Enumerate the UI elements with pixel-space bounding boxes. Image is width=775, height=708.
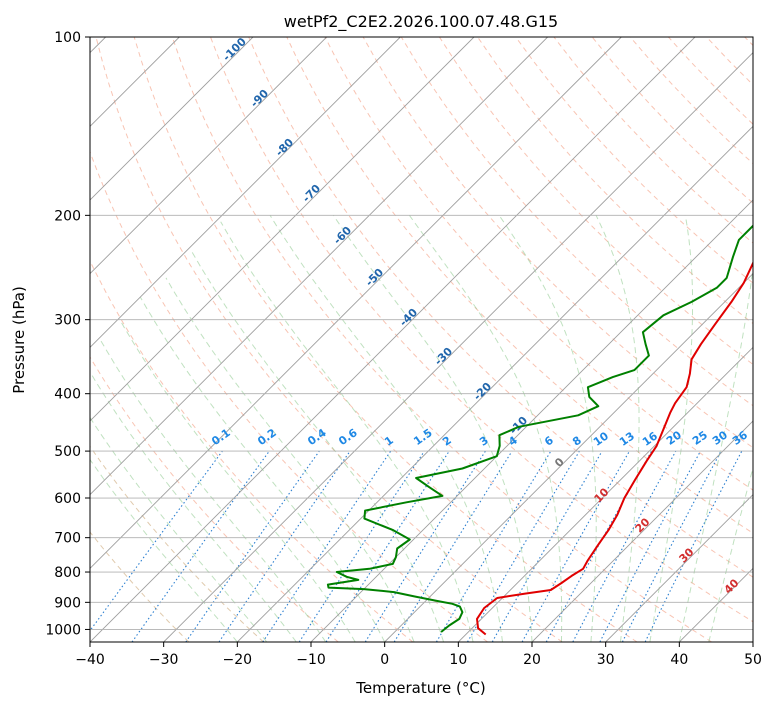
dry-adiabat [400,37,753,407]
y-tick-label: 400 [54,387,81,403]
dry-adiabat [438,37,753,366]
chart-title: wetPf2_C2E2.2026.100.07.48.G15 [284,12,558,32]
y-tick-label: 300 [54,313,81,329]
isotherm-line [458,346,753,642]
x-tick-label: 30 [597,652,615,668]
dry-adiabat [515,37,753,284]
isotherm-line [90,37,696,642]
mixing-ratio-line [325,450,450,642]
mixing-ratio-line [218,450,351,642]
dry-adiabat [171,37,712,642]
moist-adiabat [332,215,533,642]
y-tick-label: 200 [54,208,81,224]
moist-adiabat [220,221,474,642]
isotherm-line [90,37,548,496]
profiles [326,224,753,636]
y-tick-label: 500 [54,444,81,460]
moist-adiabat [90,416,268,642]
mixing-ratio-line [298,450,425,642]
x-tick-label: 10 [449,652,467,668]
mixing-ratio-line [131,450,270,642]
dry-adiabat [95,37,563,642]
dry-adiabat [90,531,190,642]
mixing-ratio-line [185,450,320,642]
mixing-ratio-line [644,450,743,642]
x-tick-label: −10 [296,652,326,668]
dry-adiabat [90,356,339,642]
isotherm-line [531,420,753,642]
dry-adiabat [248,37,753,578]
moist-adiabat [649,215,694,642]
mixing-ratio-line [393,450,513,642]
isotherm-line [90,37,475,422]
x-tick-label: 40 [670,652,688,668]
mixing-ratio-line [572,450,677,642]
isotherm-line [90,37,622,569]
moist-adiabat [678,264,753,642]
moist-adiabat [408,215,563,642]
mixing-ratio-line [90,450,223,632]
y-tick-label: 800 [54,565,81,581]
x-tick-label: −30 [149,652,179,668]
y-tick-label: 900 [54,595,81,611]
plot-frame [89,36,754,643]
isotherm-line [90,37,254,201]
moist-adiabat [191,251,445,642]
moist-adiabat [595,215,640,642]
moist-adiabat [165,277,415,642]
x-tick-label: −20 [223,652,253,668]
y-axis-title: Pressure (hPa) [10,286,28,394]
y-tick-label: 1000 [45,622,81,638]
temperature-profile-line [476,260,753,636]
moist-adiabat [269,215,503,642]
x-tick-label: 20 [523,652,541,668]
x-tick-label: −40 [75,652,105,668]
y-tick-label: 100 [54,30,81,46]
pressure-gridlines [90,37,753,630]
dry-adiabat [133,37,638,642]
isotherm-line [605,494,753,642]
plot-area: -100-90-80-70-60-50-40-30-20-100.1 0.2 0.4… [90,37,753,642]
x-axis-title: Temperature (°C) [355,679,485,697]
dry-adiabat [210,37,753,623]
mixing-ratio-line [521,450,630,642]
isotherm-line [90,37,401,348]
moist-adiabat [119,319,356,642]
dewpoint-profile-line [326,224,753,633]
isotherm-line [384,273,753,642]
moist-adiabats [90,215,753,642]
y-tick-label: 600 [54,491,81,507]
dry-adiabat [90,445,264,642]
isotherms [90,37,753,642]
isotherm-line [163,52,753,642]
isotherm-line [90,37,327,275]
moist-adiabat [139,297,386,642]
moist-adiabat [90,458,238,642]
moist-adiabat [100,340,327,642]
y-axis-ticks: 100 200 300 400 500 600 700 800 900 1000 [45,30,90,638]
x-tick-label: 50 [744,652,762,668]
x-tick-label: 0 [380,652,389,668]
mixing-ratio-line [262,450,392,642]
isotherm-line [237,125,753,642]
y-tick-label: 700 [54,531,81,547]
x-axis-ticks: −40 −30 −20 −10 0 10 20 30 40 50 [75,642,762,668]
dry-adiabat [90,150,488,642]
isotherm-line [310,199,753,642]
